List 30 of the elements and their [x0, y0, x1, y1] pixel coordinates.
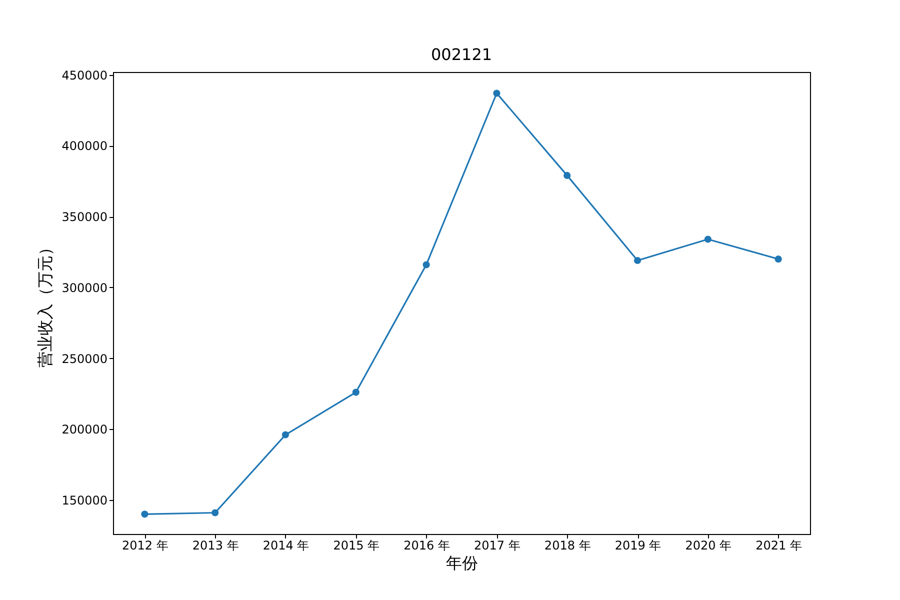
point	[564, 172, 571, 179]
point	[141, 510, 148, 518]
y-tick-label: 250000	[62, 352, 108, 366]
x-axis-title: 年份	[446, 554, 478, 572]
x-tick-label: 2019 年	[614, 538, 662, 552]
y-tick-label: 350000	[62, 210, 108, 224]
y-tick-label: 150000	[62, 493, 108, 508]
y-axis-title: 营业收入（万元）	[36, 240, 55, 368]
chart-title: 002121	[430, 44, 492, 64]
x-tick-label: 2017 年	[474, 538, 520, 552]
x-tick-label: 2018 年	[544, 538, 591, 552]
x-tick-label: 2016 年	[404, 538, 450, 552]
x-tick-label: 2012 年	[122, 538, 168, 552]
point	[212, 509, 219, 516]
point	[774, 256, 782, 263]
point	[634, 256, 642, 264]
x-tick-label: 2014 年	[262, 538, 310, 552]
y-tick-label: 400000	[62, 139, 108, 154]
y-tick-label: 450000	[62, 68, 108, 82]
point	[352, 388, 360, 396]
point	[493, 90, 500, 97]
point	[422, 261, 430, 268]
x-tick-label: 2015 年	[333, 538, 380, 552]
x-tick-label: 2021 年	[756, 538, 802, 552]
x-tick-label: 2020 年	[685, 538, 732, 552]
y-tick-label: 200000	[62, 422, 108, 437]
point	[282, 431, 290, 438]
y-tick-label: 300000	[62, 280, 108, 295]
point	[704, 236, 712, 243]
x-tick-label: 2013 年	[192, 538, 239, 552]
